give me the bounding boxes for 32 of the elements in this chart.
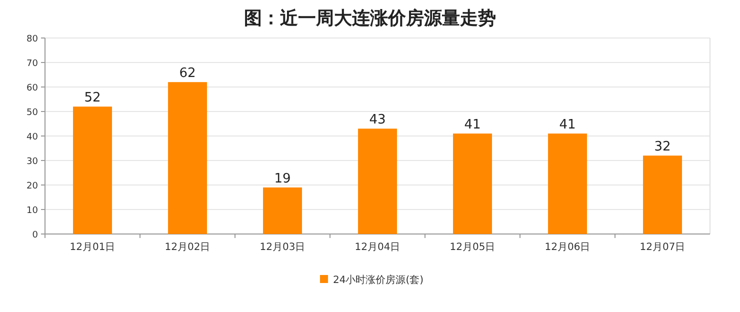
x-tick-label: 12月04日 <box>354 242 400 253</box>
bar <box>168 82 207 234</box>
y-tick-label: 80 <box>26 34 38 44</box>
data-label: 32 <box>654 140 671 155</box>
data-label: 52 <box>84 90 101 106</box>
y-tick-label: 40 <box>26 132 38 142</box>
data-label: 62 <box>179 66 196 82</box>
bar <box>263 187 302 234</box>
y-tick-label: 10 <box>26 206 38 216</box>
bar <box>643 156 682 234</box>
legend-label: 24小时涨价房源(套) <box>333 274 424 286</box>
data-label: 43 <box>369 112 386 128</box>
x-tick-label: 12月01日 <box>70 242 116 253</box>
x-tick-label: 12月03日 <box>260 242 306 253</box>
y-tick-label: 30 <box>26 157 38 167</box>
bar <box>73 106 112 234</box>
x-tick-label: 12月02日 <box>164 242 210 253</box>
y-tick-label: 70 <box>26 59 38 69</box>
y-tick-label: 60 <box>26 84 38 94</box>
bar <box>358 128 397 234</box>
x-tick-label: 12月06日 <box>544 242 590 253</box>
y-tick-label: 20 <box>26 182 38 192</box>
data-label: 41 <box>464 118 481 133</box>
x-tick-label: 12月07日 <box>640 242 686 253</box>
data-label: 41 <box>559 118 576 133</box>
y-tick-label: 50 <box>26 108 38 118</box>
chart-title: 图：近一周大连涨价房源量走势 <box>244 8 496 29</box>
y-tick-label: 0 <box>32 230 38 240</box>
data-label: 19 <box>274 171 291 186</box>
bar <box>548 134 587 234</box>
x-tick-label: 12月05日 <box>450 242 496 253</box>
bar <box>453 134 492 234</box>
